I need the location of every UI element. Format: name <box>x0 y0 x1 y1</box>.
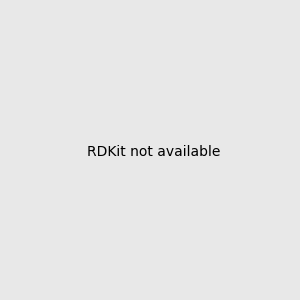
Text: RDKit not available: RDKit not available <box>87 145 220 158</box>
